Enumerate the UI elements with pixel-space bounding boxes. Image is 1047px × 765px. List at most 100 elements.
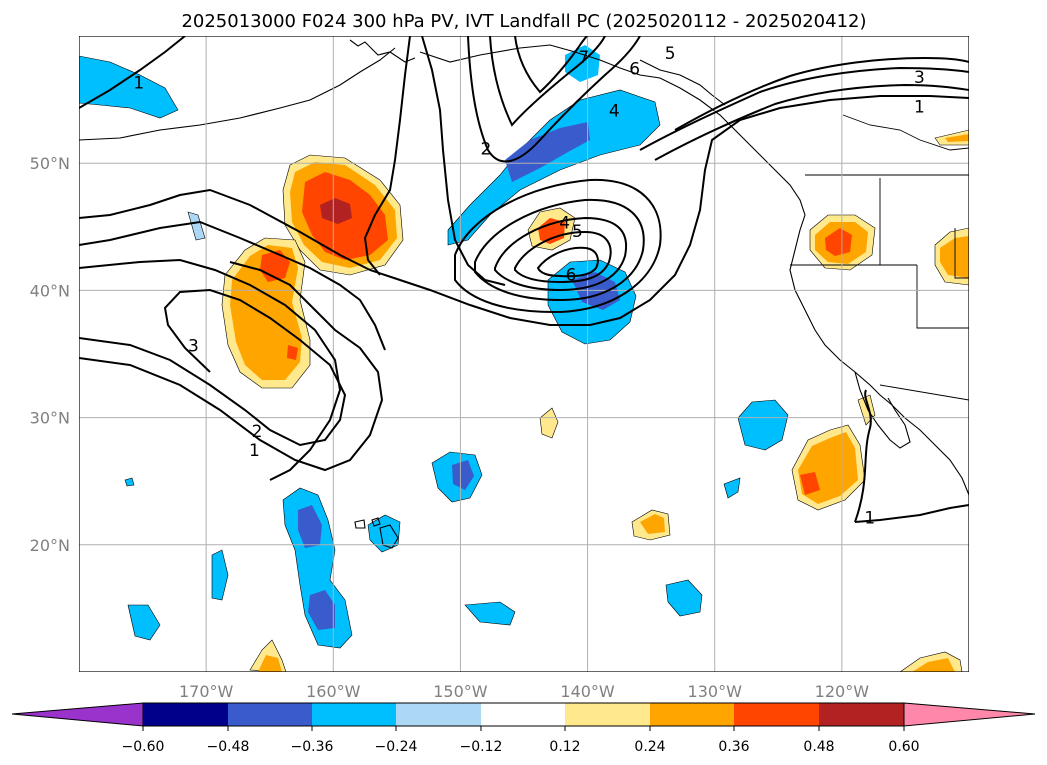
pv-contour-line: [467, 36, 641, 163]
shade-pos-region: [320, 198, 352, 224]
colorbar-tick-label: 0.24: [634, 739, 665, 755]
shade-neg-region: [737, 399, 789, 451]
y-tick-label: 50°N: [30, 154, 70, 173]
x-tick-label: 140°W: [560, 682, 615, 701]
colorbar: −0.60 −0.48 −0.36 −0.24 −0.12 0.12 0.24 0.36 0.4…: [11, 702, 1036, 755]
contour-label: 6: [629, 59, 640, 79]
colorbar-cell: [481, 703, 565, 726]
colorbar-cell: [819, 703, 904, 726]
pv-contour-line: [79, 220, 386, 351]
y-tick-label: 40°N: [30, 281, 70, 300]
contour-label: 5: [665, 44, 676, 64]
colorbar-cell: [650, 703, 734, 726]
pv-contour-line: [79, 36, 186, 109]
shade-neg-region: [464, 601, 516, 626]
shade-neg-region: [187, 211, 206, 241]
colorbar-cell: [228, 703, 312, 726]
contour-label: 7: [578, 48, 589, 68]
pv-contour-line: [454, 178, 662, 314]
colorbar-extend-high: [903, 702, 1036, 727]
contour-label: 1: [864, 508, 875, 528]
map-gridlines: [79, 36, 969, 672]
pv-contour-line: [639, 66, 969, 151]
pv-contour-line: [489, 36, 606, 127]
map-background: [79, 36, 969, 672]
shade-pos-region: [230, 245, 302, 380]
colorbar-cell: [396, 703, 481, 726]
colorbar-cells: [143, 703, 904, 726]
pv-contour-line: [854, 389, 969, 523]
pv-contour-line: [79, 288, 347, 447]
colorbar-tick-label: −0.48: [207, 739, 250, 755]
pv-contour-line: [674, 56, 969, 131]
colorbar-tick-label: −0.12: [460, 739, 503, 755]
shade-pos-region: [539, 407, 559, 439]
shade-neg-region: [665, 579, 703, 617]
shade-pos-region: [940, 236, 969, 278]
colorbar-tick-label: 0.48: [803, 739, 834, 755]
contour-label: 1: [914, 98, 925, 118]
shade-neg-region: [211, 549, 229, 601]
shade-neg-region: [505, 122, 590, 182]
pv-contour-line: [79, 258, 342, 481]
contour-label: 3: [914, 68, 925, 88]
contour-label: 6: [566, 265, 577, 285]
pv-contour-line: [79, 95, 969, 326]
shade-pos-region: [538, 218, 565, 244]
contour-label: 3: [188, 337, 199, 357]
colorbar-tick-label: −0.36: [291, 739, 334, 755]
shade-neg-region: [298, 505, 322, 548]
coastlines: [79, 39, 969, 549]
colorbar-tick-label: −0.24: [375, 739, 418, 755]
y-tick-label: 20°N: [30, 536, 70, 555]
colorbar-cell: [312, 703, 396, 726]
x-tick-label: 150°W: [433, 682, 488, 701]
shade-neg-region: [723, 477, 741, 499]
pv-contour-line: [79, 261, 384, 472]
colorbar-cell: [734, 703, 819, 726]
contour-label: 2: [480, 139, 491, 159]
colorbar-extend-low: [11, 702, 144, 727]
shade-neg-region: [124, 477, 135, 487]
shade-pos-region: [287, 345, 298, 360]
shade-pos-region: [258, 655, 282, 672]
pv-contour-line: [474, 198, 645, 302]
chart-title: 2025013000 F024 300 hPa PV, IVT Landfall…: [181, 11, 866, 32]
shade-pos-region: [640, 514, 665, 534]
colorbar-tick-label: −0.60: [122, 739, 165, 755]
shaded-field: [79, 45, 969, 672]
shade-neg-region: [572, 272, 620, 310]
contour-label: 1: [133, 73, 144, 93]
colorbar-tick-label: 0.12: [549, 739, 580, 755]
contour-label: 5: [572, 222, 583, 242]
shade-neg-region: [127, 604, 161, 641]
shade-pos-region: [800, 472, 820, 495]
shade-neg-region: [79, 55, 179, 119]
pv-contours: [79, 36, 969, 523]
colorbar-ticks: −0.60 −0.48 −0.36 −0.24 −0.12 0.12 0.24 0.36 0.4…: [122, 726, 920, 755]
shade-pos-region: [825, 228, 852, 256]
pv-contour-line: [494, 216, 628, 292]
x-axis-ticks: 170°W 160°W 150°W 140°W 130°W 120°W: [179, 682, 869, 701]
shade-neg-region: [308, 590, 335, 630]
y-tick-label: 30°N: [30, 409, 70, 428]
political-borders: [790, 114, 969, 401]
shade-neg-region: [452, 460, 474, 490]
shade-pos-region: [912, 658, 955, 672]
x-tick-label: 120°W: [815, 682, 870, 701]
shade-pos-region: [945, 134, 969, 142]
colorbar-cell: [143, 703, 228, 726]
colorbar-cell: [565, 703, 650, 726]
colorbar-tick-label: 0.60: [888, 739, 919, 755]
pv-contour-line: [363, 36, 411, 276]
x-tick-label: 170°W: [179, 682, 234, 701]
colorbar-frame: [142, 702, 905, 727]
y-axis-ticks: 20°N 30°N 40°N 50°N: [30, 154, 70, 555]
contour-label: 1: [249, 441, 260, 461]
pv-contour-line: [536, 246, 599, 278]
pv-contour-line: [654, 83, 969, 161]
contour-label: 2: [252, 422, 263, 442]
x-tick-label: 160°W: [306, 682, 361, 701]
